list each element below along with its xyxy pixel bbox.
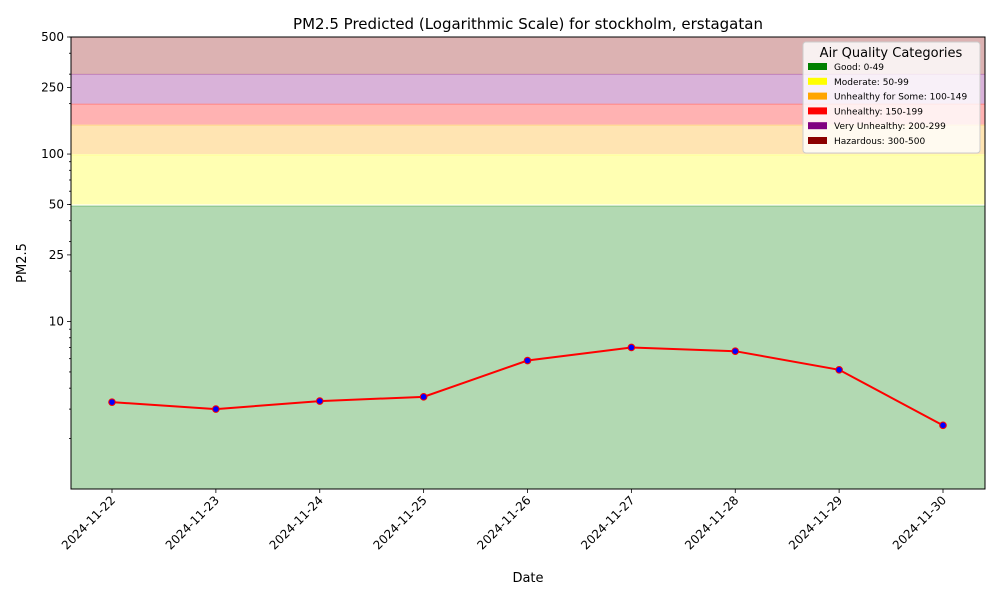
y-tick-label: 25 (49, 248, 64, 262)
x-tick-label: 2024-11-23 (163, 493, 222, 552)
legend-swatch (808, 92, 827, 100)
data-point (315, 397, 324, 405)
data-point (939, 421, 947, 430)
legend-label: Unhealthy for Some: 100-149 (834, 93, 967, 103)
data-point (523, 356, 532, 365)
legend-swatch (808, 122, 827, 130)
y-tick-label: 50 (49, 197, 64, 211)
legend-label: Good: 0-49 (834, 63, 884, 73)
y-tick-label: 500 (41, 30, 64, 44)
data-point (419, 393, 428, 401)
y-tick-label: 10 (49, 315, 64, 329)
aq-band-0 (71, 205, 985, 489)
aq-band-1 (71, 154, 985, 205)
legend-label: Hazardous: 300-500 (834, 137, 925, 147)
legend-swatch (808, 107, 827, 115)
x-tick-label: 2024-11-24 (267, 493, 326, 552)
x-axis-ticks: 2024-11-22 2024-11-23 2024-11-24 2024-11-25… (59, 489, 949, 552)
x-axis-label: Date (512, 571, 543, 586)
data-point (212, 405, 220, 413)
data-point (108, 398, 116, 406)
legend-label: Moderate: 50-99 (834, 78, 909, 88)
x-tick-label: 2024-11-22 (59, 493, 118, 552)
legend-swatch (808, 137, 827, 144)
legend-swatch (808, 63, 827, 70)
y-tick-label: 250 (41, 80, 64, 94)
y-tick-label: 100 (41, 147, 64, 161)
legend-items: Good: 0-49 Moderate: 50-99 Unhealthy for S… (808, 63, 967, 147)
x-tick-label: 2024-11-26 (474, 493, 533, 552)
data-point (627, 343, 636, 352)
x-tick-label: 2024-11-28 (682, 493, 741, 552)
legend-title: Air Quality Categories (820, 46, 963, 61)
aq-band-3 (71, 104, 985, 125)
legend-box (802, 41, 981, 154)
legend-label: Very Unhealthy: 200-299 (834, 122, 946, 132)
x-tick-label: 2024-11-25 (371, 493, 430, 552)
data-point (731, 347, 740, 356)
x-tick-label: 2024-11-27 (578, 493, 637, 552)
chart-title: PM2.5 Predicted (Logarithmic Scale) for … (293, 15, 763, 33)
legend-swatch (808, 77, 827, 85)
x-tick-label: 2024-11-30 (890, 493, 949, 552)
plot-frame (70, 36, 986, 490)
data-point (835, 365, 843, 374)
y-axis-label: PM2.5 (15, 243, 30, 283)
y-axis-ticks: 10 25 50 100 250 500 (41, 30, 71, 329)
legend-label: Unhealthy: 150-199 (834, 107, 923, 117)
x-tick-label: 2024-11-29 (786, 493, 845, 552)
legend: Air Quality Categories Good: 0-49 Moderat… (802, 41, 981, 154)
series-layer (108, 343, 947, 430)
